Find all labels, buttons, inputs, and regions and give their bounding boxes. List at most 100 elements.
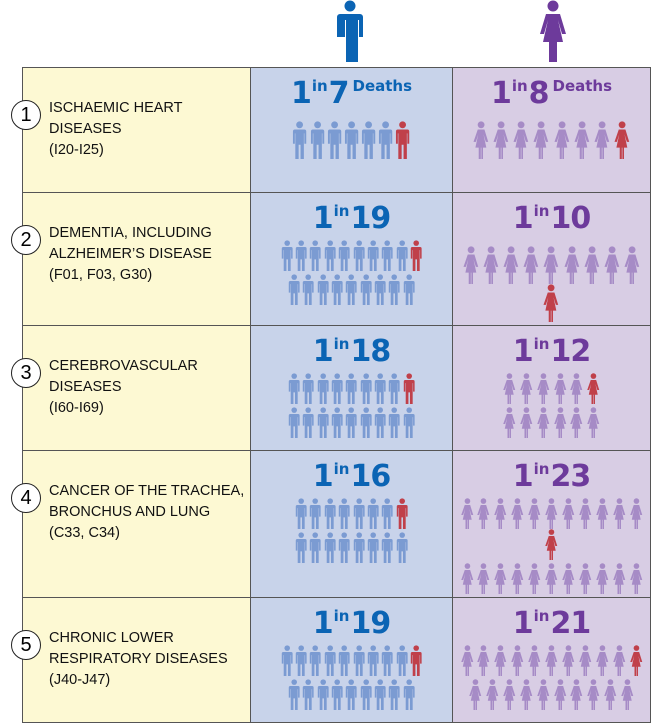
- ratio-in: in: [311, 77, 328, 95]
- ratio-in: in: [333, 607, 350, 625]
- man-figure-icon: [338, 532, 350, 563]
- ratio-one: 1: [312, 606, 334, 641]
- woman-figure-icon: [612, 563, 625, 594]
- ratio-suffix: Deaths: [552, 77, 613, 95]
- woman-figure-icon: [579, 645, 592, 676]
- woman-figure-icon: [528, 645, 541, 676]
- figure-pictogram: [453, 498, 650, 594]
- rank-badge: 3: [11, 358, 41, 388]
- figure-pictogram: [251, 240, 452, 305]
- man-figure-icon: [327, 121, 341, 159]
- woman-figure-icon: [543, 246, 559, 284]
- woman-figure-icon: [545, 645, 558, 676]
- woman-figure-icon: [511, 498, 524, 529]
- man-figure-icon: [310, 121, 324, 159]
- table-row: 1 ISCHAEMIC HEART DISEASES (I20-I25) 1in7 D…: [11, 67, 651, 193]
- cause-cell: 4 CANCER OF THE TRACHEA, BRONCHUS AND LUN…: [11, 450, 251, 598]
- female-cell: 1in8 Deaths: [452, 67, 651, 193]
- man-figure-icon: [331, 373, 343, 404]
- man-figure-icon: [281, 240, 293, 271]
- man-figure-icon: [403, 274, 415, 305]
- woman-figure-icon: [460, 563, 473, 594]
- woman-figure-icon: [519, 679, 532, 710]
- man-figure-icon: [389, 373, 401, 404]
- ratio-n-label: 19: [350, 201, 391, 236]
- rank-badge: 4: [11, 483, 41, 513]
- ratio-n-label: 19: [350, 606, 391, 641]
- woman-figure-icon: [564, 246, 579, 284]
- man-figure-icon: [382, 645, 393, 676]
- man-figure-icon: [389, 407, 401, 438]
- ratio-n-label: 8: [528, 76, 550, 111]
- woman-figure-icon: [545, 563, 558, 594]
- man-figure-icon: [382, 498, 393, 529]
- figure-pictogram: [251, 645, 452, 710]
- table-row: 2 DEMENTIA, INCLUDING ALZHEIMER’S DISEASE…: [11, 192, 651, 326]
- woman-figure-icon: [595, 563, 608, 594]
- woman-figure-icon: [604, 246, 620, 284]
- ratio-one: 1: [512, 201, 534, 236]
- woman-figure-icon: [503, 407, 516, 438]
- woman-figure-icon: [513, 121, 529, 159]
- woman-figure-icon: [545, 529, 558, 560]
- man-figure-icon: [367, 645, 379, 676]
- man-figure-icon: [331, 274, 343, 305]
- female-cell: 1in10: [452, 192, 651, 326]
- man-figure-icon: [360, 407, 372, 438]
- man-icon: [336, 0, 364, 66]
- man-figure-icon: [367, 498, 379, 529]
- man-figure-icon: [346, 679, 357, 710]
- figure-pictogram: [251, 373, 452, 438]
- man-figure-icon: [389, 274, 401, 305]
- woman-figure-icon: [477, 645, 490, 676]
- ratio-n-label: 7: [328, 76, 350, 111]
- figure-pictogram: [251, 121, 452, 159]
- ratio-label: 1in10: [453, 201, 650, 236]
- woman-figure-icon: [511, 645, 524, 676]
- ratio-label: 1in7 Deaths: [251, 76, 452, 111]
- ratio-n-label: 10: [550, 201, 591, 236]
- man-figure-icon: [295, 645, 307, 676]
- ratio-in: in: [333, 335, 350, 353]
- man-figure-icon: [403, 679, 415, 710]
- man-figure-icon: [338, 645, 350, 676]
- man-figure-icon: [331, 679, 343, 710]
- woman-figure-icon: [503, 246, 519, 284]
- man-figure-icon: [302, 274, 314, 305]
- man-figure-icon: [302, 679, 314, 710]
- man-figure-icon: [310, 498, 321, 529]
- man-figure-icon: [310, 532, 321, 563]
- man-figure-icon: [396, 498, 408, 529]
- man-figure-icon: [295, 532, 307, 563]
- ratio-one: 1: [312, 201, 334, 236]
- woman-figure-icon: [477, 563, 490, 594]
- cause-of-death-table: 1 ISCHAEMIC HEART DISEASES (I20-I25) 1in7 D…: [11, 67, 651, 723]
- man-figure-icon: [317, 274, 329, 305]
- woman-figure-icon: [553, 121, 569, 159]
- man-figure-icon: [374, 407, 386, 438]
- cause-cell: 3 CEREBROVASCULAR DISEASES (I60-I69): [11, 325, 251, 451]
- rank-badge: 1: [11, 100, 41, 130]
- man-figure-icon: [396, 121, 410, 159]
- ratio-label: 1in19: [251, 201, 452, 236]
- woman-figure-icon: [511, 563, 524, 594]
- table-row: 3 CEREBROVASCULAR DISEASES (I60-I69) 1in18…: [11, 325, 651, 451]
- woman-figure-icon: [503, 679, 516, 710]
- man-figure-icon: [288, 407, 300, 438]
- woman-figure-icon: [570, 373, 583, 404]
- woman-figure-icon: [536, 679, 549, 710]
- man-figure-icon: [302, 373, 314, 404]
- man-figure-icon: [331, 407, 343, 438]
- man-figure-icon: [362, 121, 376, 159]
- man-figure-icon: [317, 373, 329, 404]
- ratio-one: 1: [490, 76, 512, 111]
- ratio-one: 1: [312, 459, 334, 494]
- woman-figure-icon: [528, 498, 541, 529]
- man-figure-icon: [379, 121, 393, 159]
- rank-badge: 5: [11, 630, 41, 660]
- woman-figure-icon: [486, 679, 499, 710]
- man-figure-icon: [353, 498, 365, 529]
- woman-figure-icon: [604, 679, 617, 710]
- cause-label: DEMENTIA, INCLUDING ALZHEIMER’S DISEASE …: [49, 225, 212, 283]
- woman-figure-icon: [473, 121, 488, 159]
